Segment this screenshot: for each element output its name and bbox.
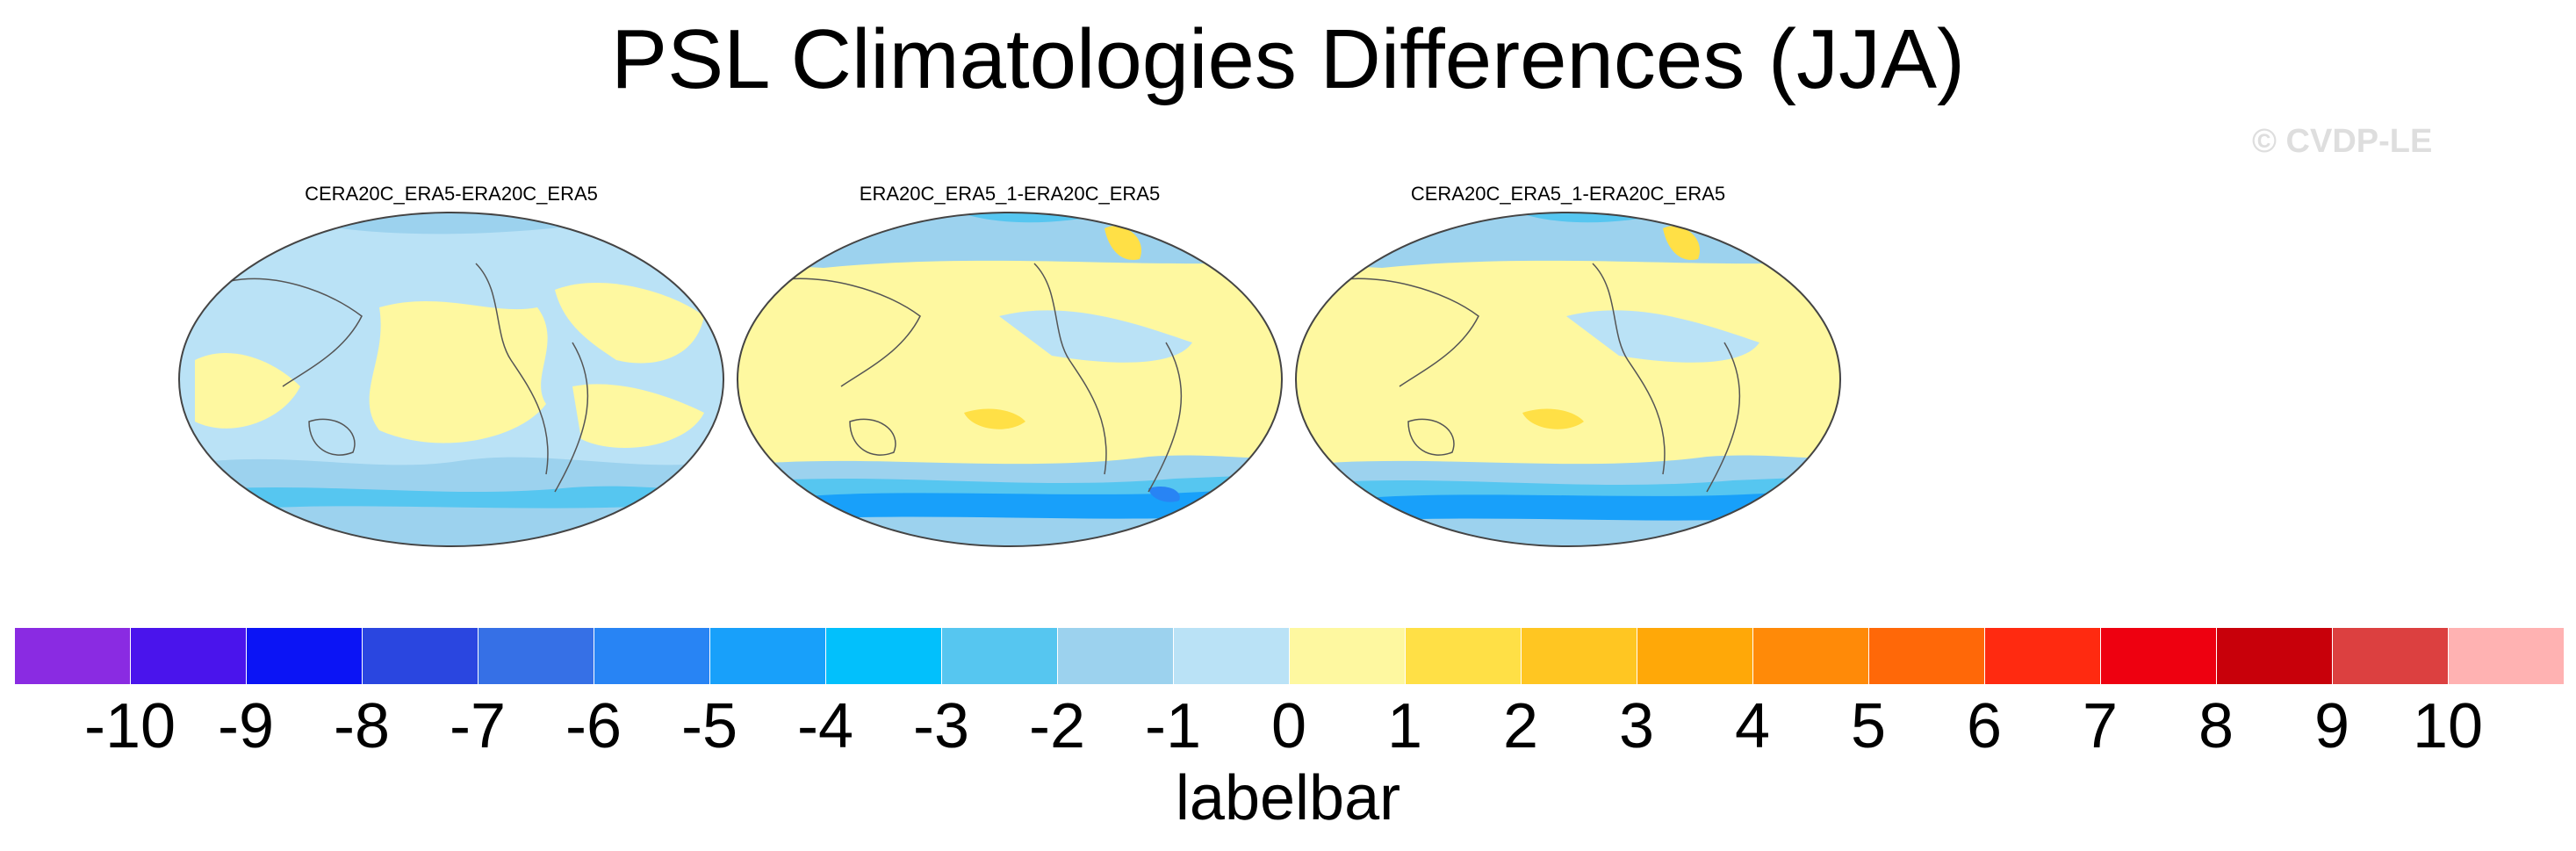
labelbar-box-17	[1984, 627, 2101, 685]
labelbar-box-6	[709, 627, 826, 685]
labelbar-tick-label: 3	[1618, 691, 1655, 761]
watermark-text: © CVDP-LE	[2252, 123, 2433, 160]
labelbar-tick-label: -9	[217, 691, 275, 761]
map-panel-1: CERA20C_ERA5-ERA20C_ERA5	[177, 181, 725, 550]
figure-title: PSL Climatologies Differences (JJA)	[611, 12, 1965, 106]
labelbar-box-15	[1752, 627, 1869, 685]
labelbar-title: labelbar	[1175, 763, 1401, 833]
labelbar-box-8	[941, 627, 1058, 685]
labelbar-box-20	[2332, 627, 2449, 685]
labelbar-ticks: -10 -9 -8 -7 -6 -5 -4 -3 -2 -1 0 1 2 3 4 5 6 7 8 9 10	[14, 687, 2564, 766]
panel-title: CERA20C_ERA5-ERA20C_ERA5	[305, 183, 598, 205]
labelbar-box-3	[362, 627, 479, 685]
labelbar-box-19	[2216, 627, 2333, 685]
labelbar-box-11	[1289, 627, 1406, 685]
panel-title: ERA20C_ERA5_1-ERA20C_ERA5	[859, 183, 1161, 205]
labelbar-tick-label: -5	[680, 691, 738, 761]
labelbar-box-13	[1521, 627, 1637, 685]
labelbar-tick-label: 6	[1966, 691, 2003, 761]
panel-title: CERA20C_ERA5_1-ERA20C_ERA5	[1410, 183, 1726, 205]
labelbar-box-21	[2448, 627, 2565, 685]
labelbar-box-10	[1173, 627, 1290, 685]
labelbar-box-5	[594, 627, 710, 685]
labelbar-tick-label: 7	[2082, 691, 2119, 761]
labelbar-box-2	[246, 627, 363, 685]
labelbar-color-boxes	[14, 627, 2565, 685]
world-map-3	[1295, 212, 1841, 547]
world-map-1	[178, 212, 724, 547]
labelbar-tick-label: 10	[2412, 691, 2484, 761]
labelbar-tick-label: -10	[83, 691, 176, 761]
labelbar-tick-label: -7	[449, 691, 507, 761]
labelbar-box-1	[130, 627, 247, 685]
labelbar-tick-label: -3	[912, 691, 970, 761]
map-panel-2: ERA20C_ERA5_1-ERA20C_ERA5	[736, 181, 1284, 550]
labelbar-box-7	[825, 627, 942, 685]
labelbar-tick-label: 4	[1734, 691, 1771, 761]
labelbar-tick-label: -6	[565, 691, 622, 761]
labelbar-box-12	[1405, 627, 1522, 685]
labelbar-tick-label: 9	[2313, 691, 2350, 761]
labelbar-tick-label: 1	[1386, 691, 1423, 761]
labelbar-tick-label: -1	[1144, 691, 1202, 761]
labelbar-box-16	[1868, 627, 1985, 685]
labelbar-tick-label: 8	[2198, 691, 2234, 761]
labelbar-tick-label: 2	[1502, 691, 1539, 761]
world-map-2	[737, 212, 1283, 547]
map-panel-3: CERA20C_ERA5_1-ERA20C_ERA5	[1294, 181, 1842, 550]
labelbar-box-18	[2100, 627, 2217, 685]
labelbar-tick-label: 5	[1850, 691, 1887, 761]
labelbar-box-0	[14, 627, 131, 685]
labelbar-box-4	[478, 627, 594, 685]
labelbar-box-9	[1057, 627, 1174, 685]
labelbar-tick-label: -4	[796, 691, 854, 761]
labelbar-tick-label: -8	[333, 691, 391, 761]
labelbar-tick-label: 0	[1270, 691, 1307, 761]
labelbar-box-14	[1637, 627, 1753, 685]
labelbar-tick-label: -2	[1028, 691, 1086, 761]
